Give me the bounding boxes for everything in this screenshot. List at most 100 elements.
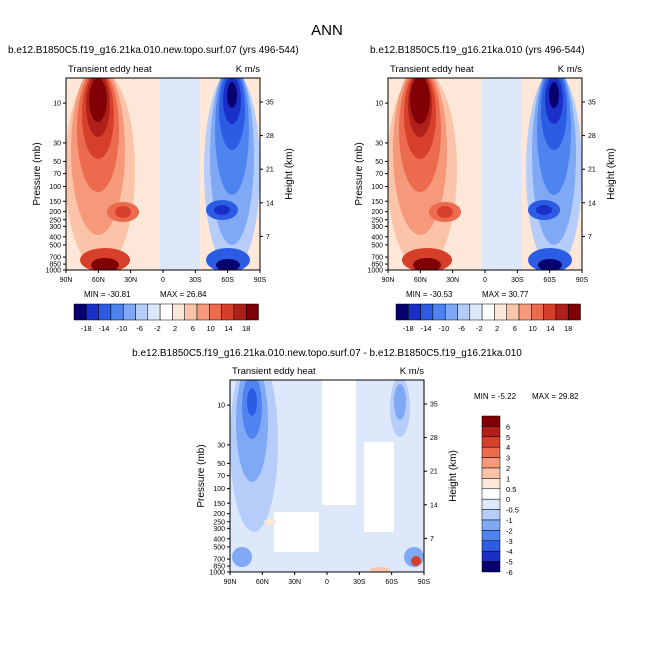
colorbar-label: 18: [564, 324, 572, 333]
colorbar-box: [481, 530, 501, 542]
colorbar-label: -14: [421, 324, 432, 333]
colorbar-label: -18: [403, 324, 414, 333]
colorbar-box: [481, 426, 501, 438]
x-tick-label: 30S: [189, 277, 202, 284]
colorbar-label: 0.5: [506, 485, 516, 494]
colorbar-label: -2: [476, 324, 483, 333]
x-tick-label: 60S: [221, 277, 234, 284]
y-tick-label: 250: [213, 519, 225, 526]
panel-3-colorbar: 6 54 321 0.50 -0.5-1-2 -3-4 -5-6: [481, 415, 519, 577]
colorbar-box: [110, 303, 124, 321]
y-tick-label: 250: [49, 217, 61, 224]
y-tick-label: 300: [371, 224, 383, 231]
x-tick-label: 0: [483, 277, 487, 284]
panel-3-unit-label: K m/s: [400, 366, 425, 377]
colorbar-box: [184, 303, 198, 321]
colorbar-label: 0: [506, 495, 510, 504]
panel-2-plot: Transient eddy heat K m/s Pressure (mb) …: [354, 64, 617, 284]
colorbar-box: [481, 478, 501, 490]
colorbar-box: [420, 303, 434, 321]
colorbar-label: 2: [506, 464, 510, 473]
panel-1-max: MAX = 26.84: [160, 290, 207, 299]
colorbar-box: [233, 303, 247, 321]
colorbar-box: [481, 436, 501, 448]
y-tick-label: 200: [49, 209, 61, 216]
y-tick-label: 400: [49, 234, 61, 241]
colorbar-box: [481, 467, 501, 479]
y-tick-label: 10: [53, 101, 61, 108]
colorbar-box: [408, 303, 421, 321]
y-tick-label: 150: [49, 199, 61, 206]
x-tick-label: 90N: [224, 579, 237, 586]
panel-1-y2label: Height (km): [284, 148, 295, 200]
colorbar-box: [543, 303, 557, 321]
panel-2-field: [388, 78, 582, 270]
colorbar-label: -2: [154, 324, 161, 333]
y-tick-label: 150: [213, 501, 225, 508]
y-tick-label: 50: [53, 159, 61, 166]
colorbar-label: -6: [506, 568, 513, 577]
panel-3-ylabel: Pressure (mb): [196, 444, 207, 507]
y2-tick-label: 35: [266, 100, 274, 107]
x-tick-label: 90N: [382, 277, 395, 284]
colorbar-label: 2: [495, 324, 499, 333]
colorbar-label: 14: [224, 324, 232, 333]
panel-1-unit-label: K m/s: [236, 64, 261, 75]
panel-2-colorbar: -18 -14 -10 -6 -2 2 6 10 14 18: [395, 303, 581, 333]
y-tick-label: 10: [217, 403, 225, 410]
panel-1-axes: 90N 60N 30N 0 30S 60S 90S103050701001502002503…: [45, 100, 273, 285]
panel-2-y2label: Height (km): [606, 148, 617, 200]
colorbar-box: [159, 303, 173, 321]
y-tick-label: 70: [217, 473, 225, 480]
colorbar-label: 6: [506, 422, 510, 431]
x-tick-label: 90S: [576, 277, 589, 284]
x-tick-label: 60S: [385, 579, 398, 586]
panel-1-ylabel: Pressure (mb): [32, 142, 43, 205]
colorbar-label: 3: [506, 454, 510, 463]
y-tick-label: 10: [375, 101, 383, 108]
y-tick-label: 200: [213, 511, 225, 518]
y-tick-label: 30: [217, 442, 225, 449]
colorbar-label: -14: [99, 324, 110, 333]
y2-tick-label: 21: [266, 167, 274, 174]
panel-2-colorbar-body: -18 -14 -10 -6 -2 2 6 10 14 18: [395, 303, 581, 333]
colorbar-label: 4: [506, 443, 510, 452]
y-tick-label: 500: [371, 242, 383, 249]
x-tick-label: 60N: [414, 277, 427, 284]
colorbar-box: [567, 303, 581, 321]
x-tick-label: 30N: [446, 277, 459, 284]
colorbar-box: [73, 303, 87, 321]
colorbar-box: [481, 519, 501, 531]
x-tick-label: 90N: [60, 277, 73, 284]
y2-tick-label: 28: [266, 133, 274, 140]
y2-tick-label: 28: [588, 133, 596, 140]
colorbar-box: [481, 415, 501, 427]
colorbar-box: [481, 561, 501, 573]
y-tick-label: 700: [213, 557, 225, 564]
y-tick-label: 300: [49, 224, 61, 231]
colorbar-box: [531, 303, 544, 321]
colorbar-box: [481, 446, 501, 458]
colorbar-box: [518, 303, 532, 321]
colorbar-box: [457, 303, 471, 321]
figure-title: ANN: [311, 22, 343, 39]
colorbar-box: [481, 457, 501, 469]
x-tick-label: 90S: [254, 277, 267, 284]
y-tick-label: 50: [375, 159, 383, 166]
x-tick-label: 30S: [353, 579, 366, 586]
y-tick-label: 1000: [45, 268, 61, 275]
panel-2-title: b.e12.B1850C5.f19_g16.21ka.010 (yrs 496-…: [370, 45, 585, 56]
y-tick-label: 1000: [209, 570, 225, 577]
colorbar-label: -10: [438, 324, 449, 333]
y-tick-label: 1000: [367, 268, 383, 275]
y2-tick-label: 7: [266, 234, 270, 241]
colorbar-box: [135, 303, 149, 321]
y-tick-label: 700: [371, 255, 383, 262]
y-tick-label: 70: [375, 171, 383, 178]
y-tick-label: 400: [213, 536, 225, 543]
colorbar-label: 10: [528, 324, 536, 333]
x-tick-label: 30N: [124, 277, 137, 284]
y-tick-label: 500: [213, 544, 225, 551]
colorbar-label: 10: [206, 324, 214, 333]
colorbar-label: -2: [506, 526, 513, 535]
